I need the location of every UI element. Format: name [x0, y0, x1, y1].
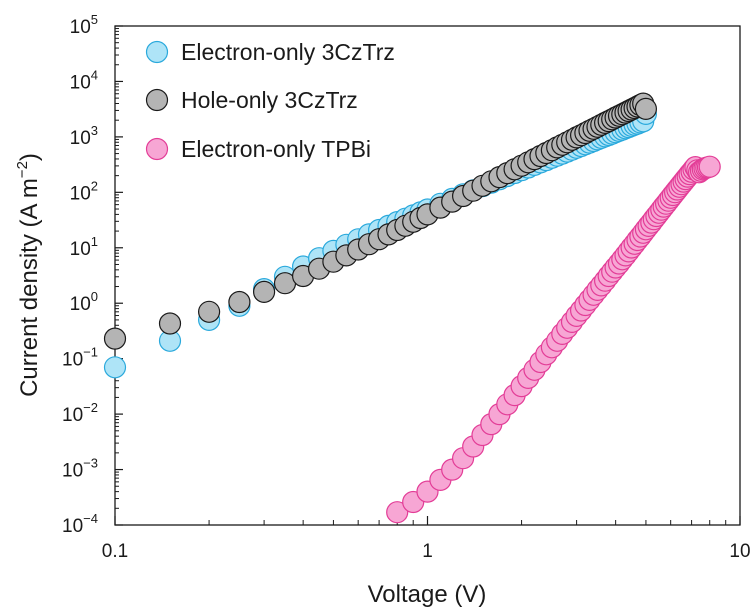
hole-3cztrz-point — [198, 300, 221, 323]
y-tick-label: 10−3 — [62, 456, 98, 482]
y-tick-label: 10−4 — [62, 511, 98, 537]
legend-marker-electron-3cztrz — [145, 40, 169, 64]
hole-3cztrz-point — [253, 280, 276, 303]
y-tick-label: 101 — [70, 234, 98, 260]
legend-label-electron-3cztrz: Electron-only 3CzTrz — [181, 39, 395, 65]
hole-3cztrz-point — [158, 312, 182, 335]
hole-3cztrz-point — [228, 290, 251, 314]
legend-marker-hole-3cztrz — [145, 88, 169, 112]
legend: Electron-only 3CzTrz Hole-only 3CzTrz El… — [145, 39, 395, 162]
hole-3cztrz-point — [634, 97, 658, 121]
y-tick-label: 102 — [70, 178, 98, 204]
y-tick-label: 10−1 — [62, 345, 98, 371]
y-axis-title-main: Current density (A m — [16, 178, 43, 397]
legend-label-hole-3cztrz: Hole-only 3CzTrz — [181, 87, 358, 113]
electron-tpbi-point — [386, 501, 409, 524]
y-tick-label: 10−2 — [62, 400, 98, 426]
y-axis-title: Current density (A m−2) — [14, 153, 43, 397]
y-axis: 10−4 10−3 10−2 10−1 100 101 102 103 104 105 — [62, 12, 123, 537]
hole-3cztrz-point — [103, 327, 127, 350]
y-tick-label: 104 — [70, 67, 98, 93]
y-tick-label: 103 — [70, 123, 98, 149]
x-tick-label: 1 — [422, 541, 433, 562]
data-points — [103, 92, 721, 524]
x-axis-title: Voltage (V) — [368, 581, 487, 608]
y-axis-title-sup: −2 — [14, 161, 31, 178]
electron-3cztrz-point — [103, 356, 127, 379]
legend-marker-electron-tpbi — [145, 137, 169, 161]
y-axis-title-close: ) — [16, 153, 43, 161]
x-tick-label: 0.1 — [102, 541, 128, 562]
legend-label-electron-tpbi: Electron-only TPBi — [181, 136, 371, 162]
electron-tpbi-point — [698, 155, 721, 178]
y-tick-label: 105 — [70, 12, 98, 38]
x-tick-label: 10 — [729, 541, 750, 562]
x-axis: 0.1 1 10 — [102, 516, 751, 562]
y-tick-label: 100 — [70, 289, 98, 315]
